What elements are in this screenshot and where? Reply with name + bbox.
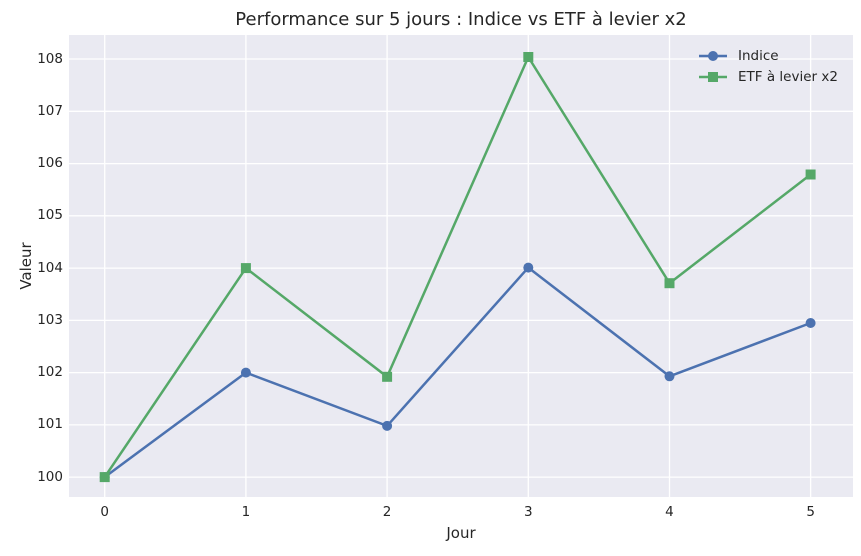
chart-title: Performance sur 5 jours : Indice vs ETF …	[235, 9, 687, 30]
data-point-square	[240, 263, 251, 274]
y-tick-label: 102	[37, 364, 63, 381]
y-tick-label: 107	[37, 102, 63, 119]
y-tick-label: 100	[37, 468, 63, 485]
legend-label: ETF à levier x2	[738, 68, 838, 85]
data-point-square	[523, 52, 534, 62]
data-point-circle	[805, 318, 816, 328]
y-tick-label: 106	[37, 155, 63, 172]
data-point-square	[664, 278, 675, 289]
plot-canvas	[69, 35, 853, 497]
x-tick-label: 0	[100, 504, 110, 520]
y-tick-label: 101	[37, 416, 63, 433]
square-marker-icon	[708, 71, 718, 82]
y-tick-label: 108	[37, 50, 63, 67]
data-point-circle	[523, 262, 534, 273]
data-point-square	[805, 169, 816, 180]
x-axis-label: Jour	[446, 524, 476, 542]
legend-sample-icon	[699, 50, 727, 61]
series-line-0	[103, 266, 812, 479]
plot-area	[69, 35, 853, 497]
legend-label: Indice	[738, 47, 779, 64]
y-tick-label: 104	[37, 259, 63, 276]
series-line-1	[103, 55, 812, 478]
x-tick-label: 4	[665, 504, 674, 520]
legend-sample-icon	[699, 71, 727, 82]
circle-marker-icon	[708, 50, 718, 61]
data-point-circle	[382, 420, 393, 431]
x-tick-label: 5	[806, 504, 815, 520]
legend-item: ETF à levier x2	[697, 66, 838, 87]
y-tick-label: 103	[37, 311, 63, 328]
legend: Indice ETF à levier x2	[697, 45, 838, 87]
data-point-square	[382, 371, 393, 382]
x-tick-label: 1	[241, 504, 251, 520]
x-tick-label: 3	[523, 504, 533, 520]
y-tick-label: 105	[37, 207, 63, 224]
data-point-circle	[240, 367, 251, 378]
legend-item: Indice	[697, 45, 838, 66]
data-point-square	[99, 472, 110, 483]
x-tick-label: 2	[382, 504, 392, 520]
data-point-circle	[664, 371, 675, 382]
